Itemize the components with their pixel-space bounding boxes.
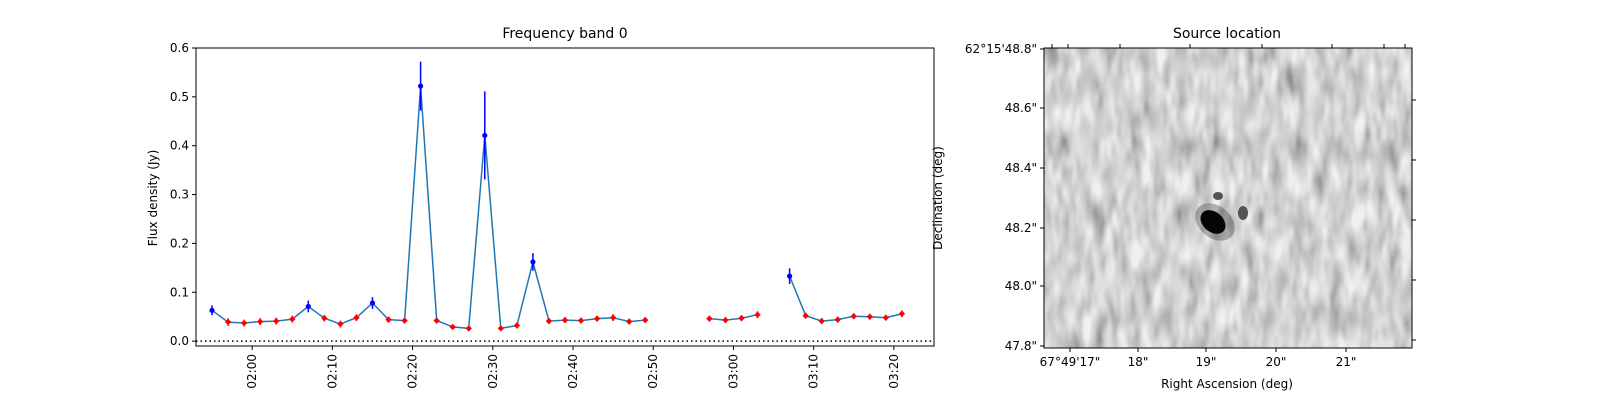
upper-limit-point xyxy=(898,310,906,317)
detection-point xyxy=(482,132,488,139)
dec-axis-ticks: 47.8" 48.0" 48.2" 48.4" 48.6" 62°15'48.8" xyxy=(965,42,1044,353)
upper-limit-point xyxy=(577,317,585,324)
dec-tick-label: 47.8" xyxy=(1005,339,1037,353)
dec-tick-label: 48.6" xyxy=(1005,101,1037,115)
upper-limit-point xyxy=(722,316,729,324)
upper-limit-point xyxy=(561,316,569,324)
y-tick-label: 0.0 xyxy=(170,334,189,348)
detection-point xyxy=(418,83,424,89)
dec-tick-label: 62°15'48.8" xyxy=(965,42,1037,56)
y-tick-label: 0.5 xyxy=(170,90,189,104)
y-tick-label: 0.2 xyxy=(170,236,189,250)
upper-limit-point xyxy=(497,325,505,332)
y-tick-label: 0.3 xyxy=(170,188,189,202)
source-image xyxy=(1044,48,1412,348)
detection-point xyxy=(305,303,311,310)
x-tick-label: 03:00 xyxy=(726,354,740,389)
upper-limit-point xyxy=(513,322,521,329)
upper-limit-point xyxy=(593,315,601,322)
upper-limit-point xyxy=(353,314,360,321)
dec-tick-label: 48.0" xyxy=(1005,279,1037,293)
x-axis-ticks: 02:00 02:10 02:20 02:30 02:40 02:50 03:00 03:10… xyxy=(245,346,901,389)
upper-limit-point xyxy=(449,323,456,331)
upper-limit-point xyxy=(385,316,392,323)
x-tick-label: 02:10 xyxy=(325,354,339,389)
x-tick-label: 02:30 xyxy=(486,354,500,389)
upper-limit-point xyxy=(754,311,761,318)
x-tick-label: 02:40 xyxy=(566,354,580,389)
series-line-segment xyxy=(709,313,758,321)
lc-title: Frequency band 0 xyxy=(502,26,627,42)
img-plot-frame xyxy=(1043,47,1413,349)
upper-limit-point xyxy=(802,312,809,319)
upper-limit-point xyxy=(609,314,617,321)
light-curve-panel: Frequency band 0 Flux density (Jy) 0.00.… xyxy=(146,26,935,389)
detection-point xyxy=(530,259,536,265)
ra-tick-label: 19" xyxy=(1196,355,1217,369)
upper-limit-point xyxy=(289,315,296,323)
ra-tick-label: 20" xyxy=(1266,355,1287,369)
top-axis-ticks xyxy=(1051,44,1406,48)
detection-point xyxy=(209,307,215,313)
lc-plot-frame xyxy=(195,47,935,347)
ra-tick-label: 21" xyxy=(1336,355,1357,369)
upper-limit-point xyxy=(337,320,344,328)
x-tick-label: 03:20 xyxy=(887,354,901,389)
source-blob-arm xyxy=(1238,206,1248,220)
upper-limit-point xyxy=(545,317,553,325)
ra-tick-label: 18" xyxy=(1128,355,1149,369)
detection-point xyxy=(787,273,793,279)
img-xlabel: Right Ascension (deg) xyxy=(1161,377,1293,391)
right-axis-ticks xyxy=(1412,99,1416,341)
source-location-panel: Source location 47.8" 48.0" 48.2" 48.4" 48.6… xyxy=(931,26,1416,391)
y-tick-label: 0.4 xyxy=(170,139,189,153)
upper-limit-point xyxy=(224,318,232,326)
ra-tick-label: 67°49'17" xyxy=(1040,355,1101,369)
ra-axis-ticks: 67°49'17" 18" 19" 20" 21" xyxy=(1040,348,1357,369)
upper-limit-point xyxy=(850,313,857,320)
upper-limit-point xyxy=(866,313,874,320)
upper-limit-point xyxy=(256,318,264,325)
upper-limit-point xyxy=(818,317,825,325)
lc-ylabel: Flux density (Jy) xyxy=(146,150,160,247)
upper-limit-point xyxy=(834,316,841,323)
data-points xyxy=(209,83,906,332)
dec-tick-label: 48.2" xyxy=(1005,221,1037,235)
source-blob-arm xyxy=(1213,192,1223,200)
upper-limit-point xyxy=(882,314,890,321)
upper-limit-point xyxy=(240,319,248,327)
upper-limit-point xyxy=(401,317,408,324)
light-curve-lines xyxy=(211,86,903,330)
upper-limit-point xyxy=(642,316,649,324)
x-tick-label: 02:20 xyxy=(406,354,420,389)
y-tick-label: 0.6 xyxy=(170,41,189,55)
error-bars xyxy=(211,61,903,331)
img-title: Source location xyxy=(1173,26,1281,42)
upper-limit-point xyxy=(321,314,328,322)
detection-point xyxy=(369,300,376,306)
upper-limit-point xyxy=(273,317,280,325)
x-tick-label: 02:50 xyxy=(646,354,660,389)
y-tick-label: 0.1 xyxy=(170,285,189,299)
x-tick-label: 03:10 xyxy=(807,354,821,389)
dec-tick-label: 48.4" xyxy=(1005,161,1037,175)
upper-limit-point xyxy=(433,317,440,324)
x-tick-label: 02:00 xyxy=(245,354,259,389)
y-axis-ticks: 0.0 0.1 0.2 0.3 0.4 0.5 0.6 xyxy=(170,41,196,348)
upper-limit-point xyxy=(738,314,745,322)
img-ylabel: Declination (deg) xyxy=(931,146,945,250)
source-blob xyxy=(1200,210,1226,234)
upper-limit-point xyxy=(465,325,472,332)
series-line-segment xyxy=(211,86,646,330)
upper-limit-point xyxy=(625,318,633,325)
upper-limit-point xyxy=(706,315,713,322)
